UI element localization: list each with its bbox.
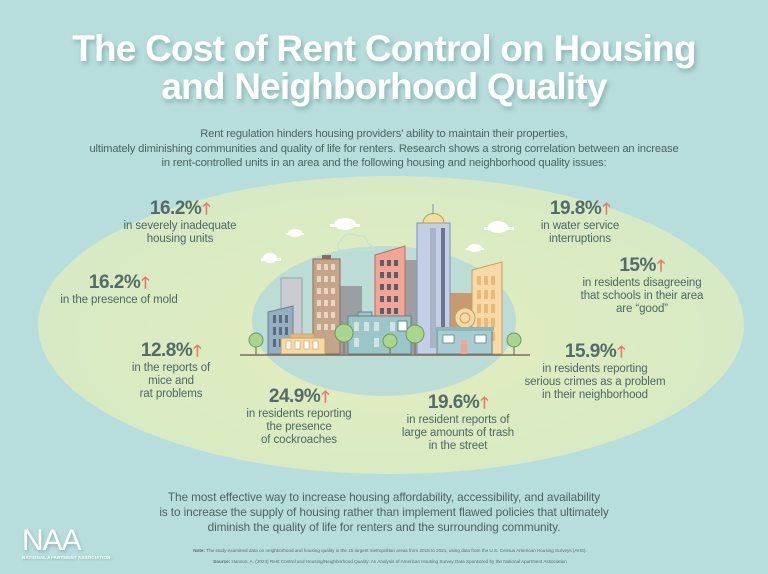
logo-letters: NAA (22, 524, 82, 557)
stat-value: 16.2% (88, 272, 141, 293)
stat-desc-line: of cockroaches (261, 434, 337, 446)
logo-name: NATIONAL APARTMENT ASSOCIATION (22, 555, 111, 560)
stat-desc-line: that schools in their area (580, 290, 704, 302)
intro-paragraph: Rent regulation hinders housing provider… (40, 127, 728, 171)
up-arrow-icon: 🡑 (480, 395, 489, 412)
stat-water-service: 19.8%🡑 in water service interruptions (530, 199, 630, 246)
conclusion-line-3: diminish the quality of life for renters… (207, 520, 561, 534)
stat-desc-line: in severely inadequate (123, 220, 237, 232)
stat-inadequate-housing: 16.2%🡑 in severely inadequate housing un… (118, 199, 242, 246)
naa-logo: NAA NATIONAL APARTMENT ASSOCIATION (22, 524, 118, 565)
footnote: Note: The study examined data on neighbo… (150, 545, 630, 567)
stat-desc-line: in residents disagreeing (582, 277, 702, 289)
stat-desc-line: large amounts of trash (401, 427, 515, 439)
page-title: The Cost of Rent Control on Housing and … (0, 30, 768, 106)
stat-desc-line: in resident reports of (406, 414, 510, 426)
stat-mice-rats: 12.8%🡑 in the reports of mice and rat pr… (116, 341, 226, 401)
stat-value: 12.8% (140, 340, 193, 361)
up-arrow-icon: 🡑 (617, 344, 626, 361)
stat-serious-crimes: 15.9%🡑 in residents reporting serious cr… (524, 342, 666, 402)
note-text: The study examined data on neighborhood … (205, 548, 587, 553)
up-arrow-icon: 🡑 (656, 258, 665, 275)
title-line-2: and Neighborhood Quality (161, 66, 607, 107)
stat-desc-line: are “good” (615, 303, 669, 315)
stat-schools: 15%🡑 in residents disagreeing that schoo… (578, 256, 706, 316)
stat-desc-line: in residents reporting (246, 408, 352, 420)
source-text: Hanson, A. (2024) Rent Control and Housi… (230, 559, 567, 564)
conclusion-paragraph: The most effective way to increase housi… (120, 490, 648, 535)
stat-desc-line: in their neighborhood (542, 389, 648, 401)
stat-desc-line: in water service (540, 220, 620, 232)
stat-desc-line: interruptions (549, 233, 611, 245)
source-label: Source: (213, 559, 231, 564)
stat-value: 24.9% (268, 386, 321, 407)
up-arrow-icon: 🡑 (202, 201, 211, 218)
intro-line-3: in rent-controlled units in an area and … (161, 157, 607, 169)
stat-desc-line: in residents reporting (542, 363, 648, 375)
stat-value: 15% (619, 255, 656, 276)
conclusion-line-2: is to increase the supply of housing rat… (159, 505, 609, 519)
intro-line-1: Rent regulation hinders housing provider… (200, 128, 568, 140)
up-arrow-icon: 🡑 (321, 389, 330, 406)
stat-desc-line: mice and (148, 375, 194, 387)
up-arrow-icon: 🡑 (141, 275, 150, 292)
stat-desc-line: in the street (428, 440, 488, 452)
title-line-1: The Cost of Rent Control on Housing (72, 28, 696, 69)
stat-value: 19.8% (549, 198, 602, 219)
stat-mold: 16.2%🡑 in the presence of mold (54, 273, 184, 307)
stat-trash: 19.6%🡑 in resident reports of large amou… (398, 393, 518, 453)
conclusion-line-1: The most effective way to increase housi… (167, 490, 601, 504)
up-arrow-icon: 🡑 (193, 343, 202, 360)
stat-desc-line: in the presence of mold (60, 294, 178, 306)
stat-cockroaches: 24.9%🡑 in residents reporting the presen… (240, 387, 358, 447)
stat-desc-line: in the reports of (131, 362, 211, 374)
stat-desc-line: serious crimes as a problem (524, 376, 666, 388)
intro-line-2: ultimately diminishing communities and q… (89, 142, 679, 155)
note-line: Note: The study examined data on neighbo… (150, 545, 630, 556)
city-skyline-icon (240, 204, 530, 356)
stat-value: 16.2% (149, 198, 202, 219)
stat-desc-line: housing units (146, 233, 214, 245)
stat-value: 19.6% (427, 392, 480, 413)
stat-desc-line: rat problems (139, 388, 203, 400)
stat-desc-line: the presence (266, 421, 332, 433)
note-label: Note: (193, 548, 206, 553)
stat-value: 15.9% (564, 341, 617, 362)
up-arrow-icon: 🡑 (602, 201, 611, 218)
source-line: Source: Hanson, A. (2024) Rent Control a… (150, 556, 630, 567)
